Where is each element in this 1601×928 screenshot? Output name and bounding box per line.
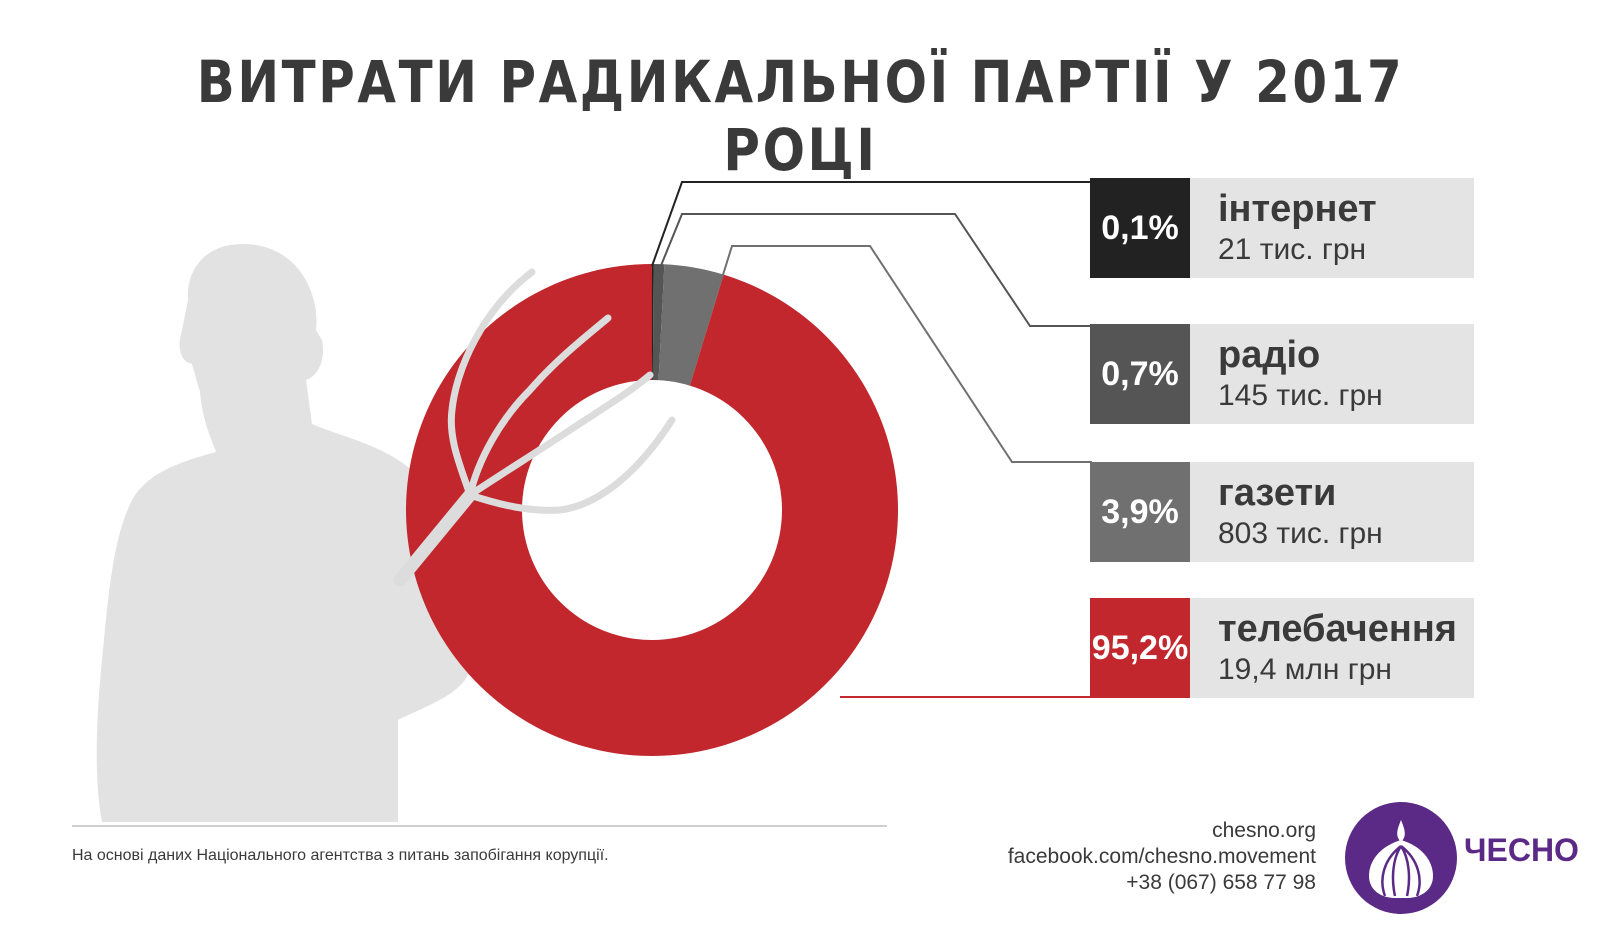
legend-amount: 21 тис. грн bbox=[1218, 233, 1367, 266]
donut-hole bbox=[522, 380, 782, 640]
facebook-link[interactable]: facebook.com/chesno.movement bbox=[1007, 845, 1316, 868]
legend-percent: 95,2% bbox=[1090, 598, 1190, 698]
legend-amount: 19,4 млн грн bbox=[1218, 653, 1392, 686]
legend-percent: 3,9% bbox=[1090, 462, 1190, 562]
legend-amount: 145 тис. грн bbox=[1218, 379, 1383, 412]
footer-divider bbox=[72, 825, 887, 827]
legend-text-box: телебачення 19,4 млн грн bbox=[1190, 598, 1474, 698]
garlic-icon bbox=[1369, 820, 1433, 898]
legend-text-box: інтернет 21 тис. грн bbox=[1190, 178, 1474, 278]
legend-item-tv: 95,2% телебачення 19,4 млн грн bbox=[1090, 598, 1474, 698]
legend-text-box: радіо 145 тис. грн bbox=[1190, 324, 1474, 424]
legend-label: телебачення bbox=[1218, 608, 1457, 650]
legend-percent: 0,1% bbox=[1090, 178, 1190, 278]
legend-amount: 803 тис. грн bbox=[1218, 517, 1383, 550]
leader-lines bbox=[651, 181, 1092, 698]
legend-item-newspapers: 3,9% газети 803 тис. грн bbox=[1090, 462, 1474, 562]
legend-text-box: газети 803 тис. грн bbox=[1190, 462, 1474, 562]
legend-item-internet: 0,1% інтернет 21 тис. грн bbox=[1090, 178, 1474, 278]
phone-number: +38 (067) 658 77 98 bbox=[1126, 871, 1316, 894]
page-title: ВИТРАТИ РАДИКАЛЬНОЇ ПАРТІЇ У 2017 РОЦІ bbox=[196, 48, 1405, 184]
website-link[interactable]: chesno.org bbox=[1212, 819, 1316, 842]
source-note: На основі даних Національного агентства … bbox=[72, 847, 609, 864]
legend-label: радіо bbox=[1218, 334, 1321, 376]
legend-label: газети bbox=[1218, 472, 1337, 514]
silhouette-figure bbox=[96, 244, 474, 822]
legend-percent: 0,7% bbox=[1090, 324, 1190, 424]
legend-item-radio: 0,7% радіо 145 тис. грн bbox=[1090, 324, 1474, 424]
legend-label: інтернет bbox=[1218, 188, 1377, 230]
contacts: chesno.org facebook.com/chesno.movement … bbox=[1008, 818, 1316, 896]
pitchfork-icon bbox=[393, 268, 676, 587]
chesno-logo[interactable] bbox=[1345, 802, 1457, 914]
logo-text: ЧЕСНО bbox=[1464, 832, 1579, 868]
